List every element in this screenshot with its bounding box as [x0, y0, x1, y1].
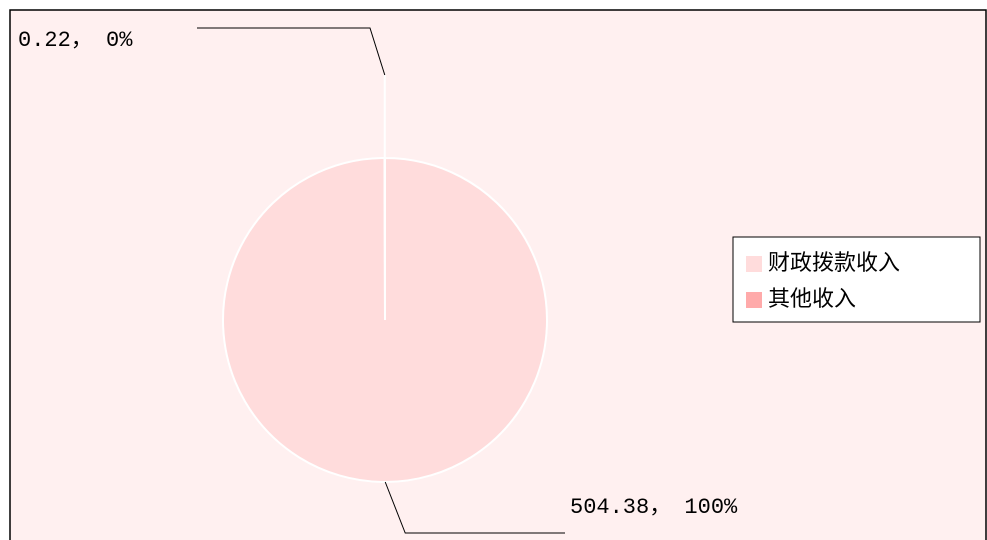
leader-line [384, 481, 565, 534]
data-label: 0.22， 0% [18, 28, 133, 53]
legend-swatch [746, 256, 762, 272]
legend-box [732, 236, 981, 323]
legend-label: 财政拨款收入 [768, 251, 900, 277]
data-label: 504.38， 100% [570, 495, 738, 520]
legend-swatch [746, 292, 762, 308]
leader-line [197, 27, 386, 76]
legend-label: 其他收入 [768, 287, 856, 313]
